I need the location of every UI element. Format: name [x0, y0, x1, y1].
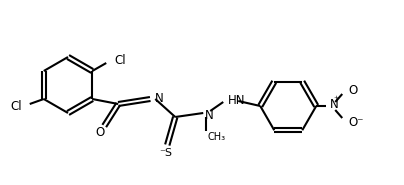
Text: O: O [96, 127, 105, 139]
Text: Cl: Cl [114, 53, 126, 66]
Text: ⁻S: ⁻S [160, 148, 173, 158]
Text: O: O [348, 83, 358, 97]
Text: N: N [330, 97, 339, 110]
Text: O⁻: O⁻ [348, 115, 364, 129]
Text: N: N [205, 108, 214, 122]
Text: N: N [155, 92, 164, 105]
Text: ⁺: ⁺ [334, 95, 339, 103]
Text: HN: HN [228, 93, 246, 107]
Text: Cl: Cl [10, 100, 22, 112]
Text: CH₃: CH₃ [207, 132, 225, 142]
